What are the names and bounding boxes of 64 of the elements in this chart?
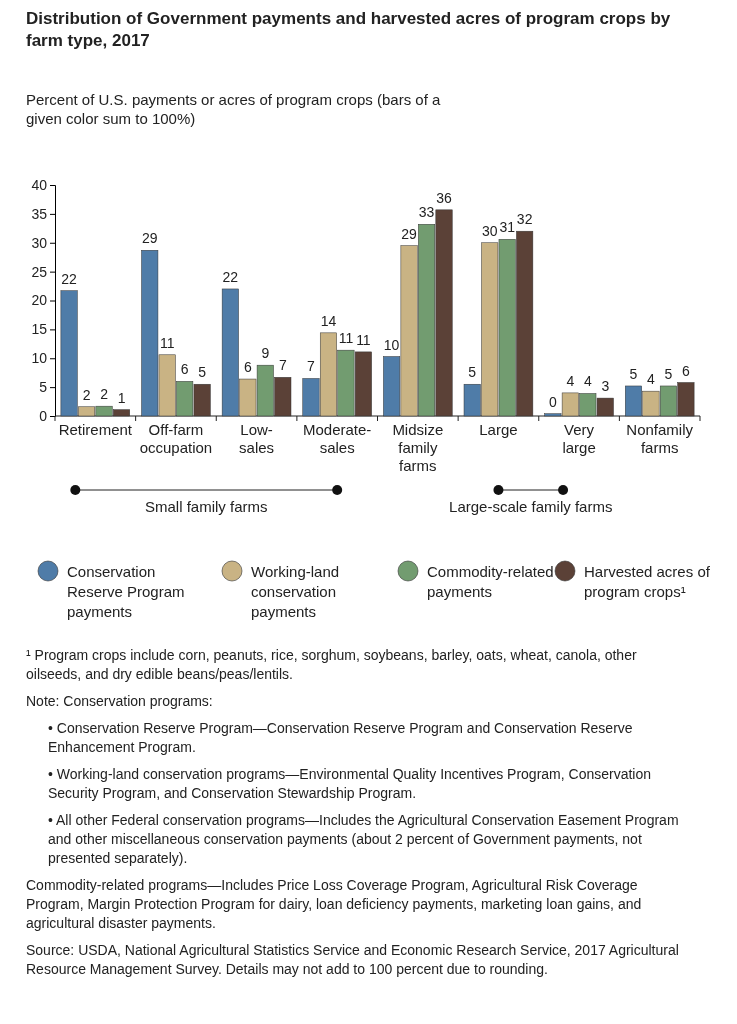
data-label: 2 — [82, 386, 91, 403]
data-label: 5 — [198, 364, 207, 381]
text: • Conservation Reserve Program—Conservation Reserve Program and Conservation Reserve Enhancement Program. — [48, 720, 633, 755]
y-tick-label: 25 — [31, 263, 48, 280]
data-label: 11 — [356, 331, 371, 348]
data-label: 33 — [418, 204, 435, 221]
data-label: 4 — [647, 371, 656, 388]
chart-title: Distribution of Government payments and harvested acres of program crops by farm type, 2017 — [26, 9, 671, 50]
x-tick-label: Midsize family farms — [392, 421, 444, 474]
data-label: 30 — [481, 222, 498, 239]
y-tick-label: 0 — [39, 407, 48, 424]
source-note: Source: USDA, National Agricultural Statistics Service and Economic Research Service, 2017 Agricultural Resource Management Survey. Details may not add to 100 percent due to rounding. — [26, 942, 679, 977]
x-tick-label: Nonfamily farms — [626, 421, 694, 456]
data-label: 36 — [436, 189, 453, 206]
legend-label: Harvested acres of program crops¹ — [584, 563, 711, 600]
data-label: 22 — [61, 270, 78, 287]
x-tick-label: Low-sales — [239, 421, 275, 456]
data-label: 6 — [180, 361, 189, 378]
data-label: 11 — [159, 334, 175, 351]
y-tick-label: 35 — [31, 205, 48, 222]
x-tick-label: Large — [479, 421, 518, 438]
y-tick-label: 5 — [39, 379, 48, 396]
data-label: 4 — [566, 372, 575, 389]
data-label: 5 — [468, 364, 477, 381]
text: Small family farms — [144, 498, 268, 515]
text: • All other Federal conservation programs—Includes the Agricultural Conservation Easement Program and other miscellaneous conservation payments (about 2 percent of Government payments, not presented separately). — [48, 812, 679, 866]
text: ¹ Program crops include corn, peanuts, rice, sorghum, soybeans, barley, oats, wheat, canola, other oilseeds, and dry edible beans/peas/lentils. — [26, 647, 637, 682]
x-tick-label: Very large — [562, 421, 596, 456]
data-label: 7 — [278, 357, 287, 374]
data-label: 0 — [548, 393, 557, 410]
x-tick-label: Moderate-sales — [303, 421, 372, 456]
data-label: 3 — [601, 378, 610, 395]
text: Large-scale family farms — [449, 498, 613, 515]
y-tick-label: 10 — [31, 350, 48, 367]
data-label: 9 — [261, 345, 270, 362]
data-label: 2 — [100, 386, 109, 403]
data-label: 29 — [141, 230, 158, 247]
y-tick-label: 40 — [31, 176, 48, 193]
legend-label: Commodity-related payments — [427, 563, 554, 600]
data-label: 32 — [516, 211, 533, 228]
data-label: 5 — [629, 365, 638, 382]
data-label: 5 — [664, 365, 673, 382]
text: Commodity-related programs—Includes Price Loss Coverage Program, Agricultural Risk Coverage Program, Margin Protection Program for dairy, loan deficiency payments, marketing loan gains, and agricultural disaster payments. — [26, 877, 642, 931]
data-label: 7 — [307, 358, 316, 375]
data-label: 6 — [682, 362, 690, 379]
data-label: 31 — [499, 219, 516, 236]
y-tick-label: 20 — [31, 292, 48, 309]
data-label: 10 — [383, 336, 400, 353]
data-label: 29 — [401, 225, 418, 242]
data-label: 14 — [320, 312, 337, 329]
text: Note: Conservation programs: — [26, 693, 213, 709]
text: • Working-land conservation programs—Environmental Quality Incentives Program, Conservation Security Program, and Conservation Stewardship Program. — [48, 766, 652, 801]
data-label: 4 — [583, 373, 592, 390]
y-axis-title: Percent of U.S. payments or acres of program crops (bars of a given color sum to 100%) — [26, 91, 441, 127]
y-tick-label: 30 — [31, 234, 48, 251]
data-label: 22 — [222, 268, 239, 285]
x-tick-label: Off-farm occupation — [139, 421, 213, 456]
data-label: 11 — [338, 330, 354, 347]
data-label: 6 — [243, 359, 252, 376]
data-label: 1 — [117, 389, 126, 406]
x-tick-label: Retirement — [58, 421, 133, 438]
legend-label: Working-land conservation payments — [251, 563, 340, 620]
legend-label: Conservation Reserve Program payments — [67, 563, 185, 620]
y-tick-label: 15 — [31, 321, 48, 338]
